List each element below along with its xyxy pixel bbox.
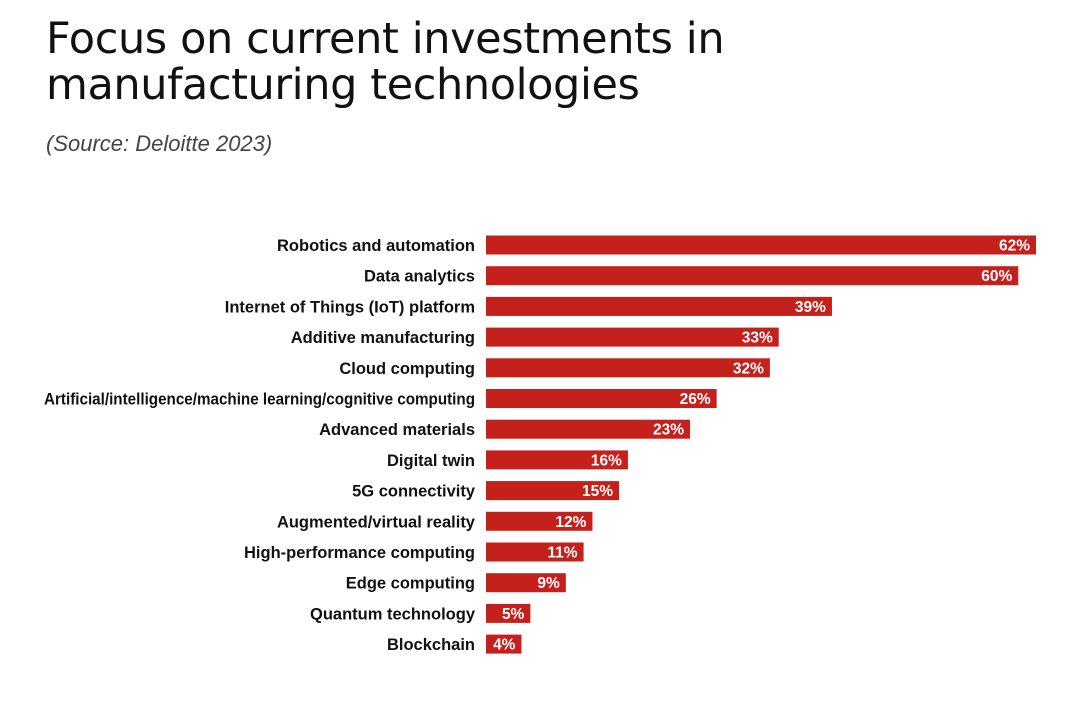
value-label: 33% [742, 330, 773, 347]
value-label: 11% [547, 545, 577, 562]
category-label: Blockchain [387, 636, 475, 654]
category-label: Edge computing [346, 575, 475, 593]
value-label: 62% [999, 238, 1030, 255]
category-label: Quantum technology [310, 605, 476, 623]
value-label: 16% [591, 452, 622, 469]
bar [486, 603, 531, 623]
value-label: 15% [582, 483, 613, 500]
category-label: High-performance computing [244, 544, 475, 562]
value-label: 4% [493, 637, 516, 654]
value-label: 12% [555, 514, 586, 531]
bar [486, 481, 620, 501]
bar [486, 634, 522, 654]
category-label: Artificial/intelligence/machine learning… [44, 391, 475, 409]
category-label: Robotics and automation [277, 237, 475, 255]
category-label: Cloud computing [339, 360, 475, 378]
category-label: Advanced materials [319, 421, 475, 439]
category-label: Additive manufacturing [291, 329, 475, 347]
value-label: 26% [680, 391, 711, 408]
category-label: Augmented/virtual reality [277, 513, 476, 531]
value-label: 9% [537, 575, 560, 592]
bar [486, 235, 1036, 255]
bar [486, 511, 593, 531]
bar [486, 419, 691, 439]
bar [486, 266, 1019, 286]
bar [486, 358, 770, 378]
value-label: 60% [981, 268, 1012, 285]
bar [486, 542, 584, 562]
value-label: 5% [502, 606, 525, 623]
category-label: Internet of Things (IoT) platform [225, 298, 475, 316]
bar [486, 450, 628, 470]
bar [486, 389, 717, 408]
value-label: 23% [653, 422, 684, 439]
bar [486, 296, 832, 316]
page-title: Focus on current investments in manufact… [46, 14, 725, 110]
value-label: 32% [733, 360, 764, 377]
category-label: Data analytics [364, 268, 475, 286]
category-label: Digital twin [387, 452, 475, 470]
category-label: 5G connectivity [352, 483, 476, 501]
page-subtitle: (Source: Deloitte 2023) [46, 131, 273, 156]
bar [486, 327, 779, 347]
value-label: 39% [795, 299, 826, 316]
bar [486, 573, 566, 593]
